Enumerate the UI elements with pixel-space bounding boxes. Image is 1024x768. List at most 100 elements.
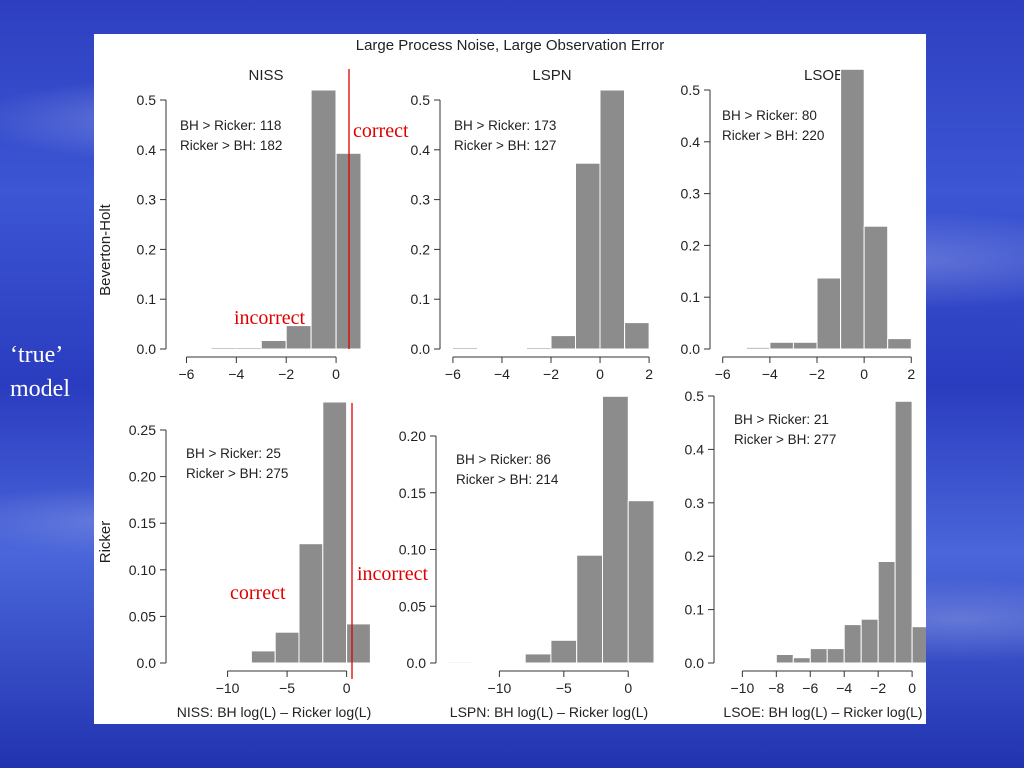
column-title-niss: NISS — [248, 67, 283, 84]
x-tick-label: −10 — [730, 680, 754, 696]
annotation-incorrect-top: incorrect — [234, 307, 306, 329]
y-tick-label: 0.0 — [411, 341, 431, 357]
annotation-correct-top: correct — [353, 120, 409, 142]
histogram-bar — [250, 650, 276, 664]
y-tick-label: 0.1 — [411, 291, 431, 307]
histogram-bar — [447, 661, 475, 664]
histogram-bar — [792, 341, 818, 350]
x-tick-label: −6 — [715, 366, 731, 382]
y-tick-label: 0.15 — [399, 485, 426, 501]
x-tick-label: −4 — [228, 366, 244, 382]
panel-legend-text: Ricker > BH: 214 — [456, 472, 559, 487]
y-tick-label: 0.1 — [137, 291, 157, 307]
panel-legend-text: Ricker > BH: 182 — [180, 138, 282, 153]
histogram-bar — [894, 400, 913, 664]
histogram-bar — [724, 661, 743, 664]
x-tick-label: −2 — [543, 366, 559, 382]
y-tick-label: 0.20 — [129, 469, 156, 485]
y-tick-label: 0.05 — [129, 608, 156, 624]
y-tick-label: 0.4 — [137, 142, 157, 158]
histogram-bar — [816, 277, 842, 350]
x-tick-label: 0 — [908, 680, 916, 696]
panel-4: 0.0 0.05 0.10 0.15 0.20 −10 −5 0 LSPN: BH log(L)… — [399, 395, 655, 720]
histogram-figure: Large Process Noise, Large Observation E… — [94, 34, 926, 724]
x-axis-label: LSOE: BH log(L) – Ricker log(L) — [723, 704, 922, 720]
panel-legend-text: BH > Ricker: 25 — [186, 446, 281, 461]
y-tick-label: 0.05 — [399, 598, 426, 614]
panel-0: 0.0 0.1 0.2 0.3 0.4 0.5 −6 −4 −2 0 BH > Ricker: 11… — [137, 89, 362, 382]
y-tick-label: 0.2 — [685, 548, 705, 564]
y-tick-label: 0.2 — [681, 237, 701, 253]
panel-legend-text: Ricker > BH: 127 — [454, 138, 556, 153]
histogram-bar — [346, 623, 371, 664]
column-title-lspn: LSPN — [532, 67, 571, 84]
y-tick-label: 0.2 — [137, 241, 157, 257]
histogram-bar — [627, 500, 655, 664]
histogram-bar — [887, 338, 912, 350]
x-tick-label: −2 — [870, 680, 886, 696]
side-label-line2: model — [10, 376, 70, 402]
y-tick-label: 0.0 — [681, 341, 701, 357]
y-tick-label: 0.0 — [407, 655, 427, 671]
x-tick-label: −6 — [178, 366, 194, 382]
histogram-bar — [550, 639, 578, 664]
histogram-bar — [741, 661, 760, 664]
panel-legend-text: BH > Ricker: 21 — [734, 412, 829, 427]
x-tick-label: −4 — [762, 366, 778, 382]
panel-5: 0.0 0.1 0.2 0.3 0.4 0.5 −10 −8 −6 −4 −2 0 LSOE: BH l… — [685, 388, 926, 720]
x-tick-label: −5 — [556, 680, 572, 696]
x-axis-label: LSPN: BH log(L) – Ricker log(L) — [450, 704, 648, 720]
x-tick-label: 0 — [860, 366, 868, 382]
histogram-bar — [274, 631, 300, 664]
x-tick-label: 2 — [907, 366, 915, 382]
annotation-incorrect-bottom: incorrect — [357, 563, 429, 585]
column-title-lsoe: LSOE — [804, 67, 844, 84]
x-tick-label: −4 — [494, 366, 510, 382]
y-tick-label: 0.10 — [399, 542, 426, 558]
histogram-bar — [452, 347, 478, 350]
row-label-beverton-holt: Beverton-Holt — [97, 203, 114, 296]
x-tick-label: 0 — [624, 680, 632, 696]
histogram-bar — [745, 346, 771, 350]
x-tick-label: 2 — [645, 366, 653, 382]
histogram-bar — [576, 554, 604, 664]
histogram-bar — [775, 654, 794, 664]
y-tick-label: 0.4 — [411, 142, 431, 158]
histogram-bar — [840, 68, 865, 350]
histogram-grid-svg: Large Process Noise, Large Observation E… — [97, 37, 926, 720]
y-tick-label: 0.3 — [137, 192, 157, 208]
histogram-bar — [575, 162, 601, 350]
y-tick-label: 0.0 — [685, 655, 705, 671]
histogram-bar — [722, 347, 747, 350]
panel-legend-text: BH > Ricker: 173 — [454, 118, 556, 133]
histogram-bar — [473, 661, 500, 664]
y-tick-label: 0.25 — [129, 422, 156, 438]
y-tick-label: 0.3 — [411, 192, 431, 208]
y-tick-label: 0.5 — [685, 388, 705, 404]
x-tick-label: −4 — [836, 680, 852, 696]
y-tick-label: 0.20 — [399, 428, 426, 444]
panel-legend-text: Ricker > BH: 220 — [722, 128, 824, 143]
x-tick-label: −5 — [279, 680, 295, 696]
row-label-ricker: Ricker — [97, 521, 114, 564]
histogram-bar — [227, 661, 252, 664]
x-tick-label: −10 — [216, 680, 240, 696]
y-tick-label: 0.15 — [129, 515, 156, 531]
x-axis-label: NISS: BH log(L) – Ricker log(L) — [177, 704, 372, 720]
histogram-bar — [235, 347, 262, 350]
side-label-line1: ‘true’ — [10, 342, 64, 368]
histogram-bar — [310, 89, 337, 350]
y-tick-label: 0.4 — [685, 441, 705, 457]
histogram-bar — [476, 347, 503, 350]
y-tick-label: 0.2 — [411, 241, 431, 257]
annotation-correct-bottom: correct — [230, 582, 286, 604]
histogram-bar — [524, 653, 552, 664]
panel-legend-text: Ricker > BH: 275 — [186, 466, 288, 481]
y-tick-label: 0.0 — [137, 341, 157, 357]
histogram-bar — [860, 618, 879, 664]
x-tick-label: −8 — [768, 680, 784, 696]
histogram-bar — [599, 89, 625, 350]
x-tick-label: −6 — [802, 680, 818, 696]
histogram-bar — [769, 341, 795, 350]
y-tick-label: 0.1 — [685, 602, 705, 618]
